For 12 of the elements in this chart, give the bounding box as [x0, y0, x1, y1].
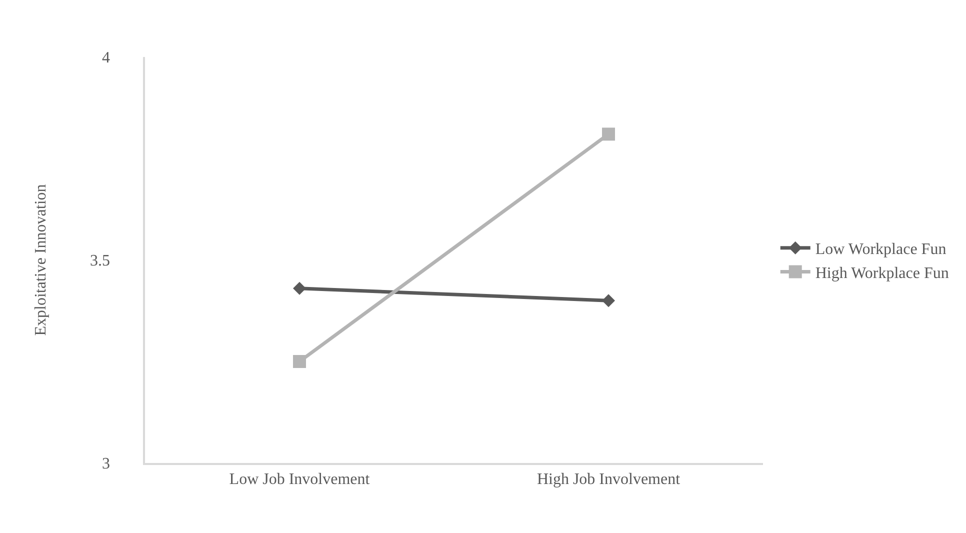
legend-label: High Workplace Fun	[815, 264, 949, 282]
x-tick-label: High Job Involvement	[536, 470, 681, 488]
x-tick-label: Low Job Involvement	[229, 470, 370, 488]
point	[293, 355, 306, 368]
y-tick-label: 3.5	[90, 252, 110, 270]
y-tick-label: 3	[102, 456, 110, 473]
y-tick-label: 4	[102, 50, 110, 67]
point	[602, 128, 615, 141]
legend-label: Low Workplace Fun	[815, 241, 946, 258]
y-axis-title: Exploitative Innovation	[32, 184, 50, 336]
point	[602, 294, 615, 308]
point	[293, 282, 306, 295]
